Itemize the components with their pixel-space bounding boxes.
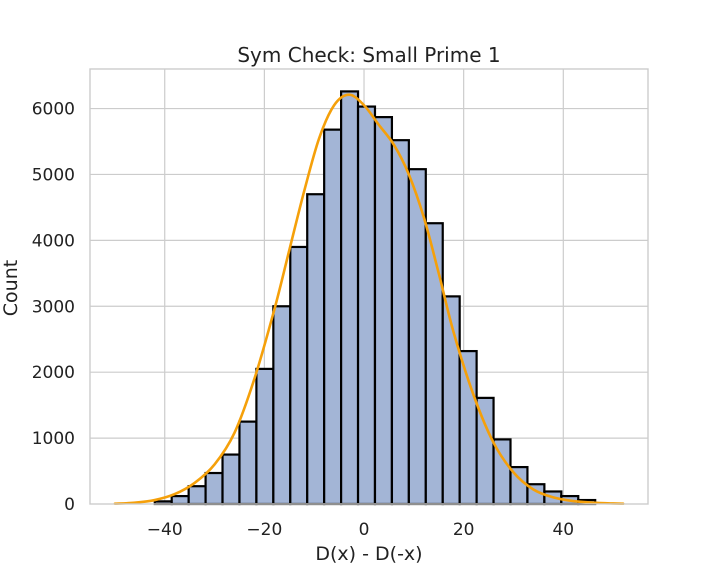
histogram-bar [221, 453, 241, 506]
y-axis-label: Count [0, 260, 22, 316]
histogram-bar [356, 105, 377, 506]
x-tick-labels: −40 −20 0 20 40 [147, 520, 574, 540]
y-tick-label: 3000 [32, 297, 75, 317]
histogram-bar [458, 349, 478, 506]
histogram-bar [340, 90, 360, 506]
x-tick-label: 20 [453, 520, 475, 540]
histogram-bar [289, 245, 309, 506]
histogram-bar [475, 396, 495, 506]
plot-frame [89, 68, 649, 505]
y-tick-label: 6000 [32, 100, 75, 120]
x-tick-label: −40 [147, 520, 183, 540]
x-axis-label: D(x) - D(-x) [315, 543, 422, 565]
histogram-bar [373, 116, 394, 506]
y-tick-label: 2000 [32, 363, 75, 383]
histogram-bar [424, 222, 444, 506]
kde-curve-layer [113, 93, 625, 505]
y-tick-label: 5000 [32, 165, 75, 185]
y-tick-label: 4000 [32, 231, 75, 251]
x-tick-label: −20 [246, 520, 282, 540]
y-tick-label: 1000 [32, 429, 75, 449]
chart-title: Sym Check: Small Prime 1 [237, 43, 500, 67]
histogram-bar [390, 139, 410, 506]
histogram-bar [306, 193, 326, 506]
x-tick-label: 0 [359, 520, 370, 540]
histogram-bar [255, 367, 275, 506]
x-tick-label: 40 [552, 520, 574, 540]
kde-curve [113, 93, 625, 505]
histogram-bar [272, 305, 292, 506]
histogram-bar [187, 485, 207, 506]
y-tick-labels: 0 1000 2000 3000 4000 5000 6000 [32, 100, 75, 515]
histogram-bar [238, 420, 258, 506]
histogram-bar [170, 494, 190, 506]
histogram-bar [204, 471, 224, 506]
histogram-bars [153, 90, 597, 506]
histogram-bar [323, 128, 343, 506]
y-tick-label: 0 [64, 495, 75, 515]
